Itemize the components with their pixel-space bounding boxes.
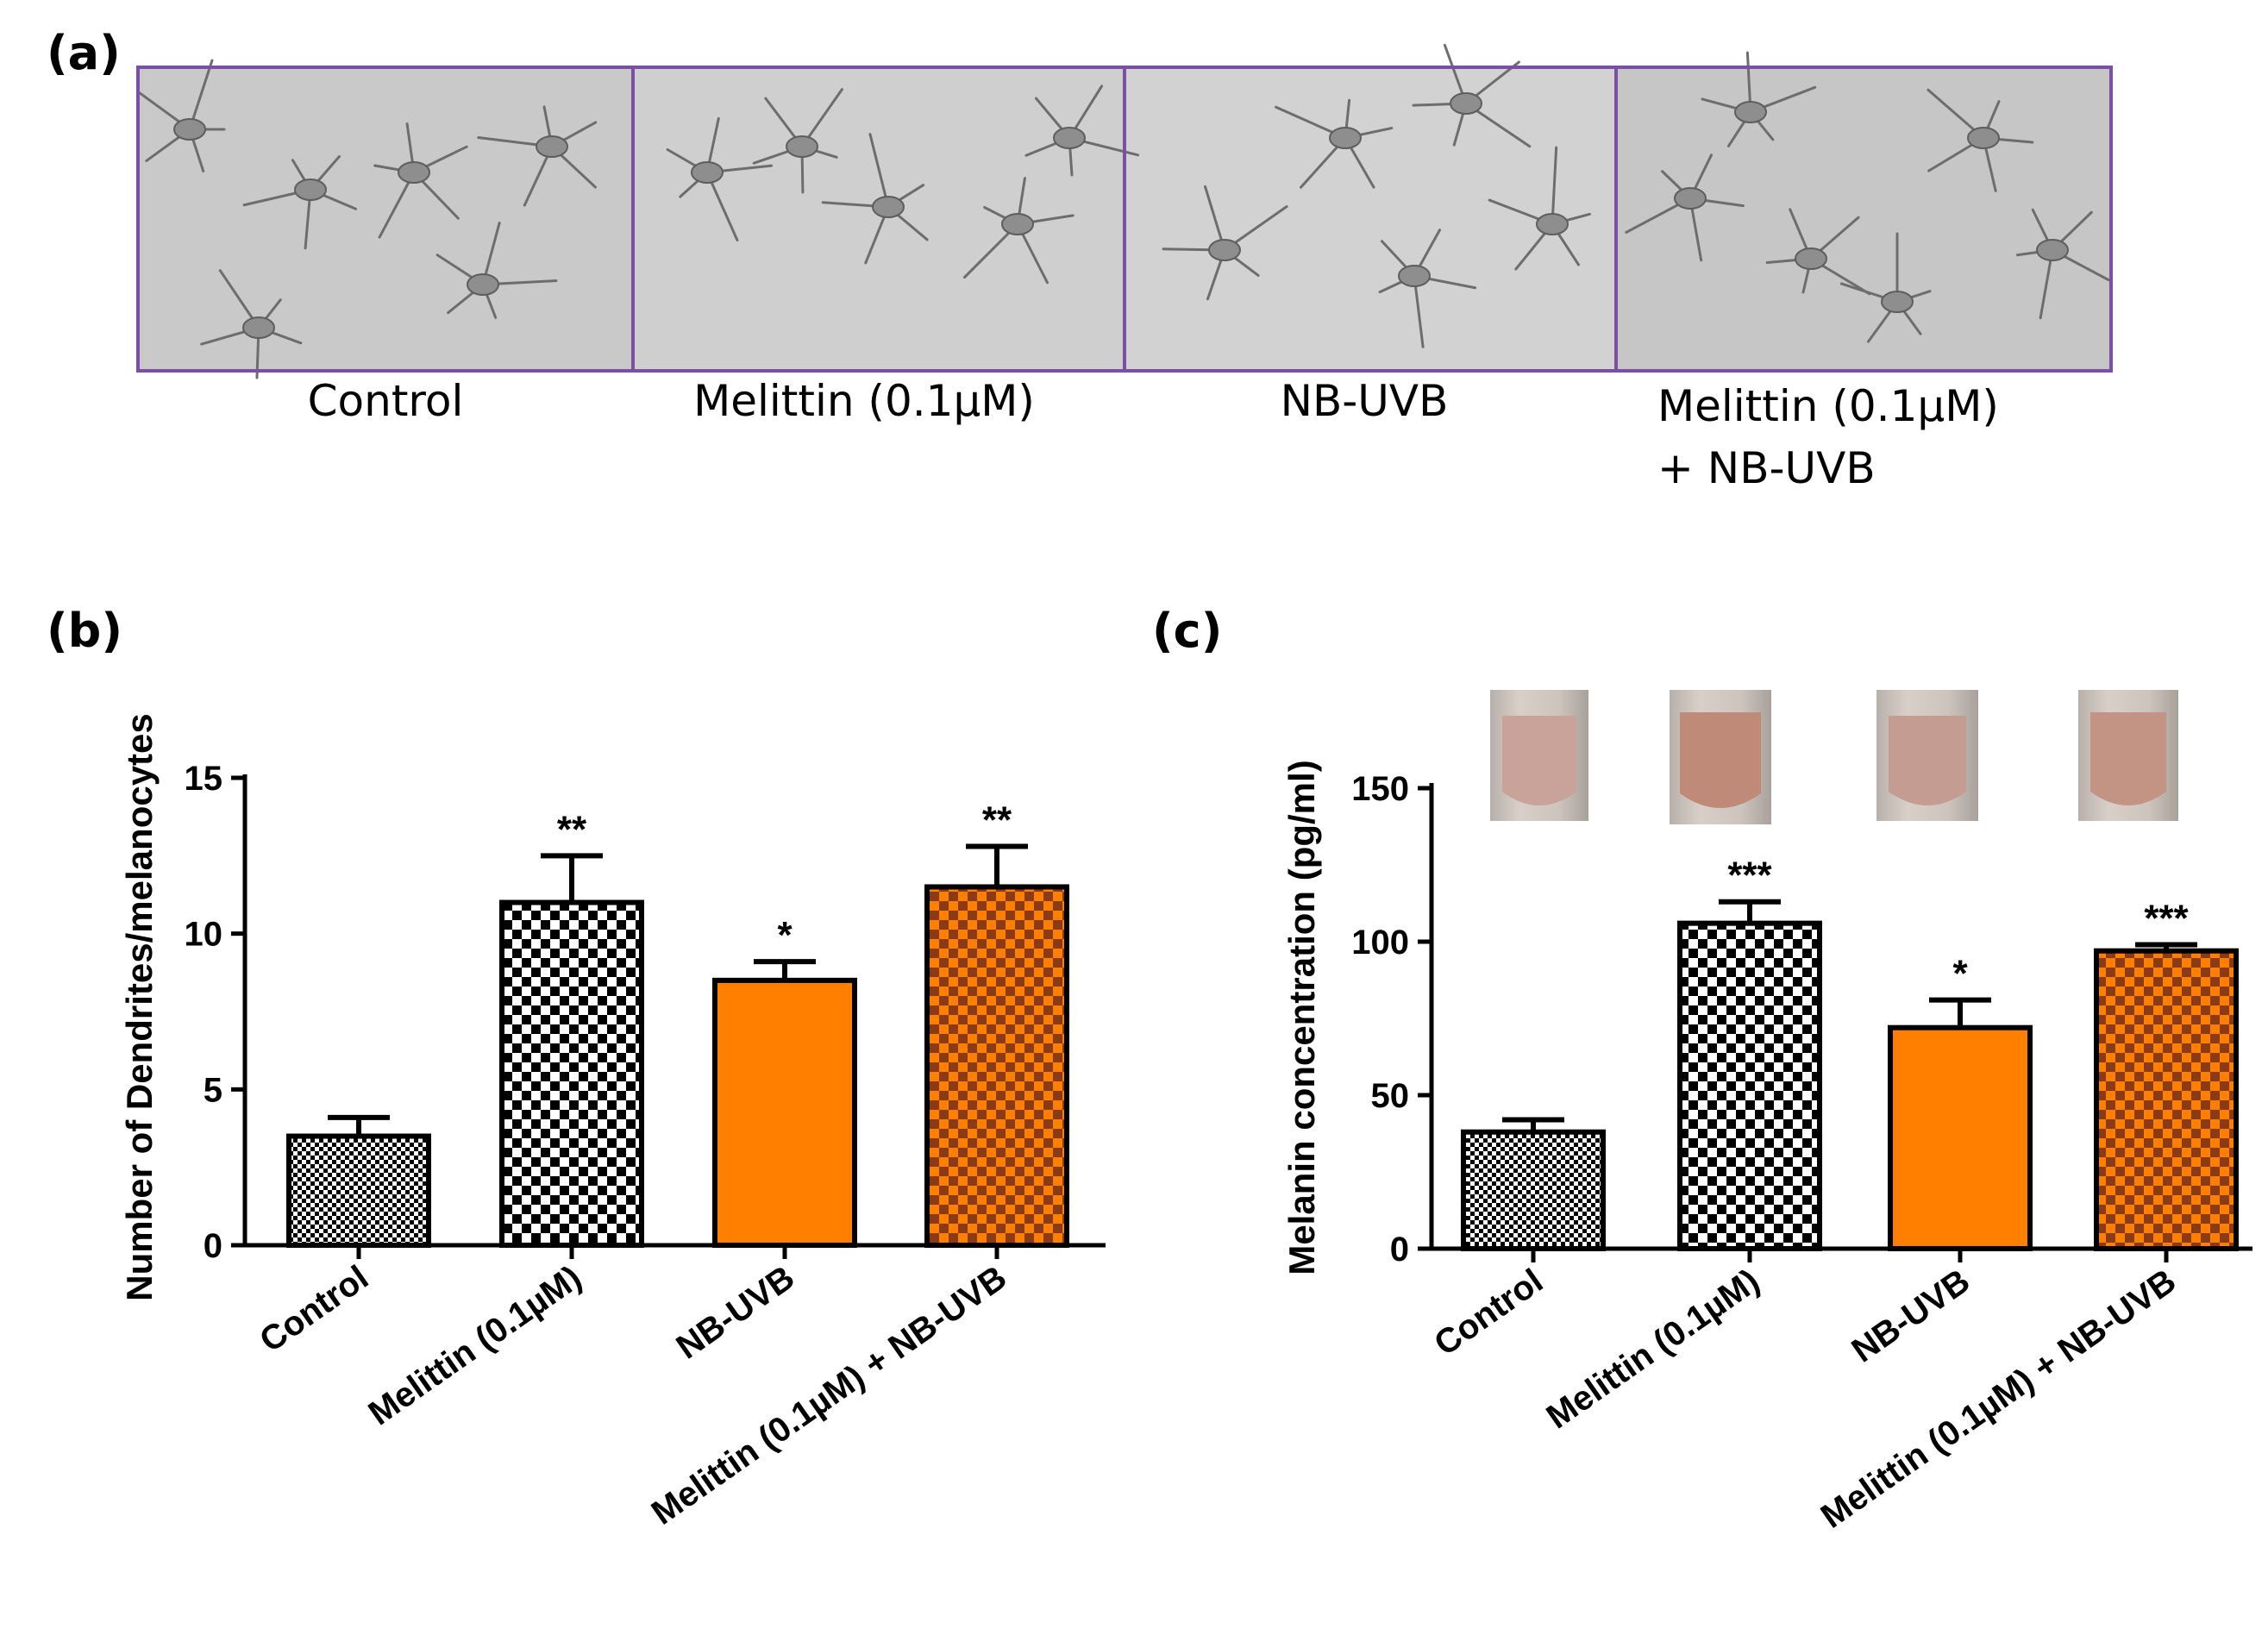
cell	[137, 59, 226, 173]
cell	[1378, 229, 1477, 348]
cell	[666, 116, 774, 242]
y-tick-label: 50	[1371, 1077, 1410, 1115]
cell	[1412, 43, 1532, 148]
cell	[1162, 185, 1288, 301]
cell	[1927, 88, 2034, 192]
tube-photo	[1490, 690, 1588, 821]
cell	[1488, 146, 1591, 271]
cell	[1839, 232, 1932, 343]
significance-label: *	[1952, 953, 1968, 995]
significance-label: **	[982, 799, 1012, 841]
caption-combo-line1: Melittin (0.1µM)	[1657, 381, 1999, 431]
cell	[373, 122, 468, 239]
microscopy-image-combo	[1616, 67, 2111, 371]
panel-letter-b: (b)	[47, 604, 122, 658]
cell	[1701, 51, 1817, 147]
y-tick-label: 0	[1390, 1231, 1409, 1269]
category-label: Control	[1427, 1262, 1550, 1363]
significance-label: **	[557, 808, 587, 850]
y-tick-label: 15	[185, 760, 223, 798]
y-tick-label: 100	[1351, 924, 1409, 962]
category-label: NB-UVB	[670, 1258, 802, 1366]
bar	[286, 1133, 431, 1248]
category-label: Melittin (0.1µM) + NB-UVB	[1814, 1262, 2183, 1536]
category-label: Control	[253, 1258, 375, 1360]
cell	[242, 155, 357, 250]
cell-drawings	[137, 43, 2110, 379]
cell	[821, 133, 929, 265]
microscopy-image-control	[138, 67, 633, 371]
category-label: Melittin (0.1µM)	[362, 1258, 589, 1432]
bar	[1888, 1024, 2033, 1252]
bar	[924, 884, 1069, 1248]
tube-photo	[1876, 690, 1978, 821]
category-label: Melittin (0.1µM)	[1540, 1262, 1767, 1436]
bar	[1461, 1129, 1606, 1251]
bar	[2094, 948, 2239, 1252]
caption-nbuvb: NB-UVB	[1281, 376, 1449, 426]
y-tick-label: 0	[204, 1227, 222, 1265]
category-label: NB-UVB	[1845, 1262, 1977, 1369]
cell	[1625, 153, 1745, 262]
cell	[1765, 208, 1871, 296]
cell	[1275, 98, 1394, 189]
cell	[2015, 208, 2110, 320]
cell	[752, 88, 843, 194]
significance-label: ***	[2144, 898, 2189, 940]
category-label: Melittin (0.1µM) + NB-UVB	[645, 1258, 1013, 1532]
panel-letter-c: (c)	[1152, 604, 1222, 658]
y-tick-label: 10	[185, 916, 223, 954]
bar	[712, 977, 857, 1249]
caption-melittin: Melittin (0.1µM)	[693, 376, 1035, 426]
microscopy-strip	[136, 43, 2113, 379]
tube-photo	[1670, 690, 1771, 824]
caption-control: Control	[308, 376, 464, 426]
cell	[200, 269, 303, 379]
microscopy-image-nbuvb	[1125, 67, 1616, 371]
cell	[477, 105, 598, 207]
y-axis-title: Melanin concentration (pg/ml)	[1281, 760, 1322, 1275]
y-tick-label: 5	[204, 1071, 222, 1109]
bar	[1677, 920, 1822, 1251]
panel-letter-a: (a)	[47, 26, 121, 80]
y-axis-title: Number of Dendrites/melanocytes	[119, 713, 160, 1301]
cell	[1024, 85, 1140, 177]
cell	[962, 177, 1074, 285]
y-tick-label: 150	[1351, 770, 1409, 808]
bar	[499, 899, 644, 1248]
caption-combo-line2: + NB-UVB	[1657, 443, 1876, 493]
significance-label: *	[777, 914, 793, 956]
tube-photo	[2078, 690, 2178, 821]
cell	[435, 222, 558, 319]
significance-label: ***	[1727, 855, 1772, 897]
